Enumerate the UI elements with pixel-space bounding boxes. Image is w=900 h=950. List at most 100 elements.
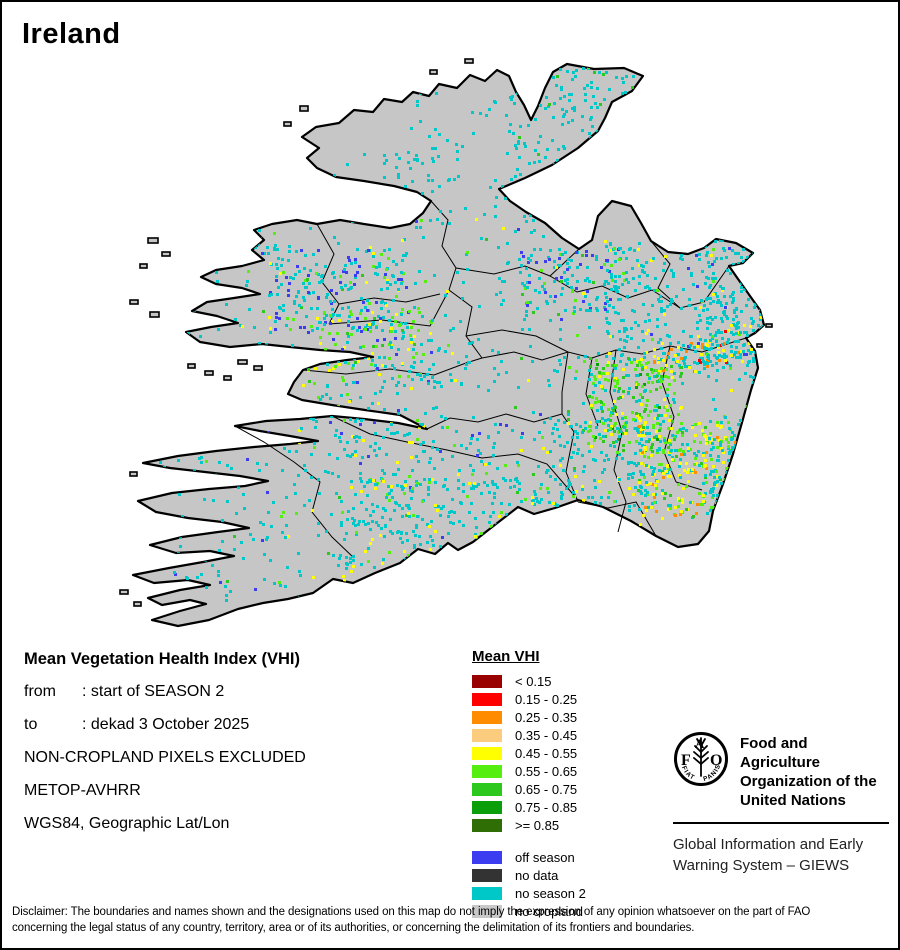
vhi-dot xyxy=(384,524,387,527)
vhi-dot xyxy=(693,346,696,349)
vhi-dot xyxy=(498,277,501,280)
vhi-dot xyxy=(295,450,298,453)
vhi-dot xyxy=(602,372,605,375)
vhi-dot xyxy=(498,548,501,551)
vhi-dot xyxy=(432,407,435,410)
vhi-dot xyxy=(270,293,273,296)
vhi-dot xyxy=(688,366,691,369)
vhi-dot xyxy=(312,291,315,294)
vhi-dot xyxy=(365,508,368,511)
vhi-dot xyxy=(369,445,372,448)
vhi-dot xyxy=(628,441,631,444)
vhi-dot xyxy=(331,406,334,409)
vhi-dot xyxy=(637,431,640,434)
vhi-dot xyxy=(630,461,633,464)
vhi-dot xyxy=(645,509,648,512)
vhi-dot xyxy=(755,277,758,280)
vhi-dot xyxy=(711,343,714,346)
vhi-dot xyxy=(651,473,654,476)
vhi-dot xyxy=(640,111,643,114)
vhi-dot xyxy=(668,419,671,422)
vhi-dot xyxy=(719,426,722,429)
vhi-dot xyxy=(627,473,630,476)
vhi-dot xyxy=(725,302,728,305)
vhi-dot xyxy=(368,323,371,326)
vhi-dot xyxy=(529,214,532,217)
vhi-dot xyxy=(432,544,435,547)
vhi-dot xyxy=(720,499,723,502)
vhi-dot xyxy=(366,587,369,590)
vhi-dot xyxy=(604,429,607,432)
vhi-dot xyxy=(556,561,559,564)
vhi-dot xyxy=(367,522,370,525)
vhi-dot xyxy=(276,267,279,270)
vhi-dot xyxy=(555,266,558,269)
vhi-dot xyxy=(429,566,432,569)
vhi-dot xyxy=(666,394,669,397)
vhi-dot xyxy=(617,312,620,315)
vhi-dot xyxy=(543,282,546,285)
vhi-dot xyxy=(283,447,286,450)
vhi-dot xyxy=(380,307,383,310)
vhi-dot xyxy=(442,570,445,573)
vhi-dot xyxy=(562,145,565,148)
vhi-dot xyxy=(410,387,413,390)
vhi-dot xyxy=(754,335,757,338)
vhi-dot xyxy=(466,561,469,564)
vhi-dot xyxy=(470,487,473,490)
vhi-dot xyxy=(444,478,447,481)
vhi-dot xyxy=(515,592,518,595)
vhi-dot xyxy=(428,461,431,464)
vhi-dot xyxy=(592,281,595,284)
vhi-dot xyxy=(443,559,446,562)
vhi-dot xyxy=(325,314,328,317)
vhi-dot xyxy=(333,276,336,279)
vhi-dot xyxy=(624,91,627,94)
vhi-dot xyxy=(342,575,345,578)
vhi-dot xyxy=(374,364,377,367)
vhi-dot xyxy=(646,426,649,429)
vhi-dot xyxy=(695,246,698,249)
vhi-dot xyxy=(615,413,618,416)
vhi-dot xyxy=(577,533,580,536)
vhi-dot xyxy=(544,156,547,159)
vhi-dot xyxy=(672,272,675,275)
vhi-dot xyxy=(323,317,326,320)
vhi-dot xyxy=(750,317,753,320)
vhi-dot xyxy=(409,577,412,580)
vhi-dot xyxy=(293,300,296,303)
vhi-dot xyxy=(402,272,405,275)
vhi-dot xyxy=(637,324,640,327)
vhi-dot xyxy=(491,502,494,505)
vhi-dot xyxy=(281,258,284,261)
vhi-dot xyxy=(756,286,759,289)
vhi-dot xyxy=(504,596,507,599)
vhi-dot xyxy=(400,485,403,488)
vhi-dot xyxy=(274,244,277,247)
vhi-dot xyxy=(684,365,687,368)
vhi-dot xyxy=(226,500,229,503)
vhi-dot xyxy=(346,332,349,335)
vhi-dot xyxy=(643,476,646,479)
fao-letter-f: F xyxy=(681,752,691,769)
vhi-dot xyxy=(635,464,638,467)
vhi-dot xyxy=(374,483,377,486)
vhi-dot xyxy=(397,412,400,415)
vhi-dot xyxy=(540,543,543,546)
vhi-dot xyxy=(362,439,365,442)
vhi-dot xyxy=(748,478,751,481)
vhi-dot xyxy=(759,504,762,507)
vhi-dot xyxy=(750,348,753,351)
vhi-dot xyxy=(233,548,236,551)
vhi-dot xyxy=(404,254,407,257)
vhi-dot xyxy=(661,489,664,492)
vhi-dot xyxy=(745,331,748,334)
vhi-dot xyxy=(679,476,682,479)
vhi-dot xyxy=(369,528,372,531)
vhi-dot xyxy=(662,451,665,454)
vhi-dot xyxy=(529,95,532,98)
vhi-dot xyxy=(652,424,655,427)
vhi-dot xyxy=(613,389,616,392)
vhi-dot xyxy=(386,428,389,431)
vhi-dot xyxy=(748,342,751,345)
